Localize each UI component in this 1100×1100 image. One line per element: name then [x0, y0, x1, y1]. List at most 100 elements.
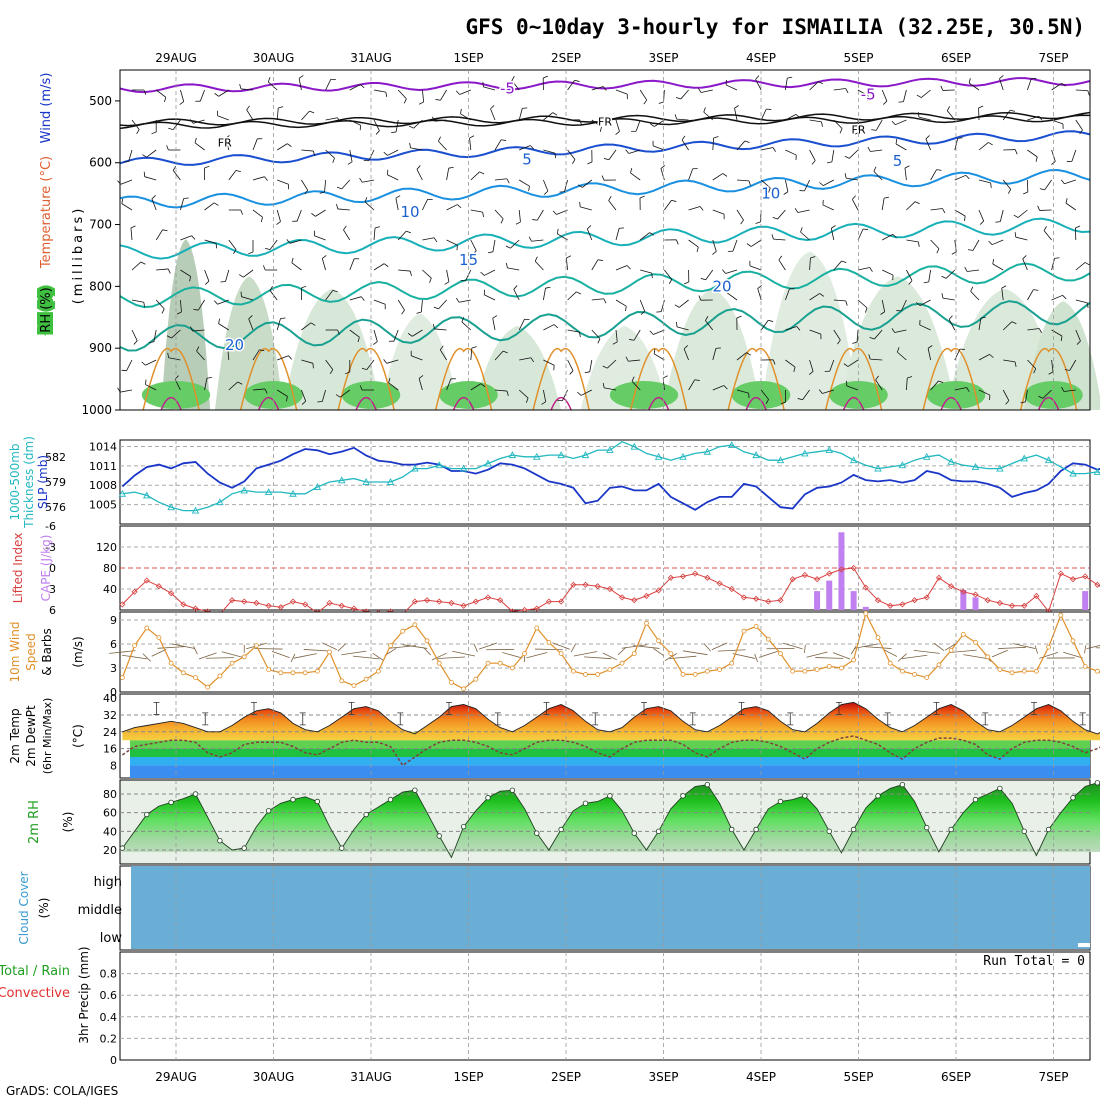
wind-barb — [325, 149, 335, 159]
surface-wind-barb — [933, 642, 945, 651]
temperature-contour — [119, 300, 1091, 352]
wind-barb — [494, 139, 502, 151]
wind-barb-flag — [1064, 369, 1070, 371]
wind-barb-flag — [895, 138, 898, 145]
wind-speed-point — [1094, 668, 1100, 674]
surface-wind-barb — [198, 652, 217, 660]
wind-barb-flag — [416, 311, 422, 314]
wind-barb — [277, 179, 289, 185]
wind-barb-flag — [674, 304, 680, 308]
wind-barb-flag — [145, 379, 147, 385]
wind-speed-point — [595, 672, 601, 677]
wind-barb — [276, 389, 288, 397]
wind-speed-point — [644, 620, 649, 626]
temp-minmax-bar — [641, 702, 647, 715]
wind-barb-flag — [800, 227, 803, 233]
wind-barb — [276, 108, 279, 121]
wind-barb — [580, 206, 592, 211]
wind-barb — [846, 385, 859, 391]
thickness-ylabel-2: Thickness (dm) — [22, 436, 36, 529]
wind-barb-flag — [361, 296, 365, 301]
wind-barb — [785, 114, 797, 121]
wind-speed-point — [363, 676, 369, 682]
wind-barb — [494, 209, 504, 220]
wind-barb-flag — [383, 151, 388, 156]
wind-barb — [131, 329, 138, 341]
wind-barb-flag — [715, 347, 721, 349]
wind-barb-flag — [522, 107, 528, 109]
surface-wind-barb — [109, 650, 136, 654]
wind-barb-flag — [797, 398, 803, 401]
wind-barb — [978, 209, 985, 222]
wind-barb — [434, 328, 447, 331]
wind-barb-flag — [780, 401, 786, 405]
lifted-index-point — [972, 591, 979, 598]
wind-barb-flag — [267, 77, 271, 83]
wind-barb — [388, 382, 399, 391]
wind-barb-flag — [480, 271, 485, 276]
surface-wind-barb — [782, 642, 803, 650]
wind-barb — [131, 299, 144, 303]
upper-air-ylabel-mb: (millibars) — [71, 206, 86, 305]
wind-barb — [469, 138, 472, 151]
surface-wind-barb — [352, 655, 380, 660]
wind-barb-flag — [395, 195, 401, 199]
surface-wind-barb — [897, 653, 907, 662]
wind-barb — [218, 89, 230, 97]
wind-barb — [439, 349, 447, 361]
thickness-point — [459, 464, 468, 472]
wind-barb — [1001, 288, 1004, 301]
wind-barb — [900, 299, 907, 312]
wind-barb-flag — [429, 277, 432, 283]
wind-barb-flag — [407, 333, 413, 337]
wind-tick-label: 9 — [110, 614, 117, 627]
lifted-index-point — [996, 599, 1003, 607]
lifted-index-point — [679, 573, 687, 580]
wind-barb — [120, 179, 133, 185]
slp-thickness-lines — [118, 440, 1100, 514]
wind-speed-point — [619, 660, 625, 666]
lifted-index-point — [631, 597, 638, 604]
wind-barb-flag — [619, 227, 625, 229]
wind-barb-flag — [461, 317, 465, 323]
wind-barb-flag — [917, 112, 920, 118]
wind-barb-flag — [166, 335, 172, 339]
wind-barb — [420, 299, 423, 312]
wind-barb-flag — [914, 201, 920, 205]
lifted-index-point — [728, 585, 735, 593]
wind-barb — [458, 299, 471, 303]
wind-barb — [725, 84, 738, 91]
wind-barb — [490, 108, 496, 121]
wind-barb — [582, 179, 593, 188]
thickness-point — [996, 464, 1004, 472]
rh-shade-blob — [380, 313, 459, 410]
top-date-label: 6SEP — [941, 51, 971, 65]
wind-barb-flag — [772, 216, 778, 220]
wind-barb — [946, 110, 956, 121]
wind-barb-flag — [235, 170, 241, 173]
wind-speed-point — [449, 680, 454, 685]
surface-wind-barb — [883, 649, 898, 657]
thickness-point — [703, 447, 712, 455]
wind-barb — [325, 359, 334, 370]
pressure-tick-label: 600 — [89, 156, 112, 170]
wind-barb-flag — [566, 255, 571, 259]
wind-barb-flag — [577, 391, 582, 396]
wind-barb-flag — [189, 119, 194, 124]
wind-barb — [337, 208, 350, 211]
surface-wind-barb — [711, 642, 728, 650]
wind-barb — [180, 299, 182, 312]
wind-barb — [494, 178, 507, 181]
wind-barb — [373, 299, 386, 305]
wind-barb — [172, 170, 181, 181]
lifted-index-point — [350, 605, 358, 612]
wind-speed-point — [778, 651, 783, 656]
wind-barb — [276, 143, 288, 151]
wind-tick-label: 6 — [110, 638, 117, 651]
wind-barb — [749, 265, 762, 271]
wind-barb-flag — [844, 155, 850, 159]
lifted-index-point — [753, 595, 760, 602]
wind-barb — [291, 262, 302, 271]
wind-barb — [171, 329, 181, 339]
thickness-point — [240, 486, 249, 494]
